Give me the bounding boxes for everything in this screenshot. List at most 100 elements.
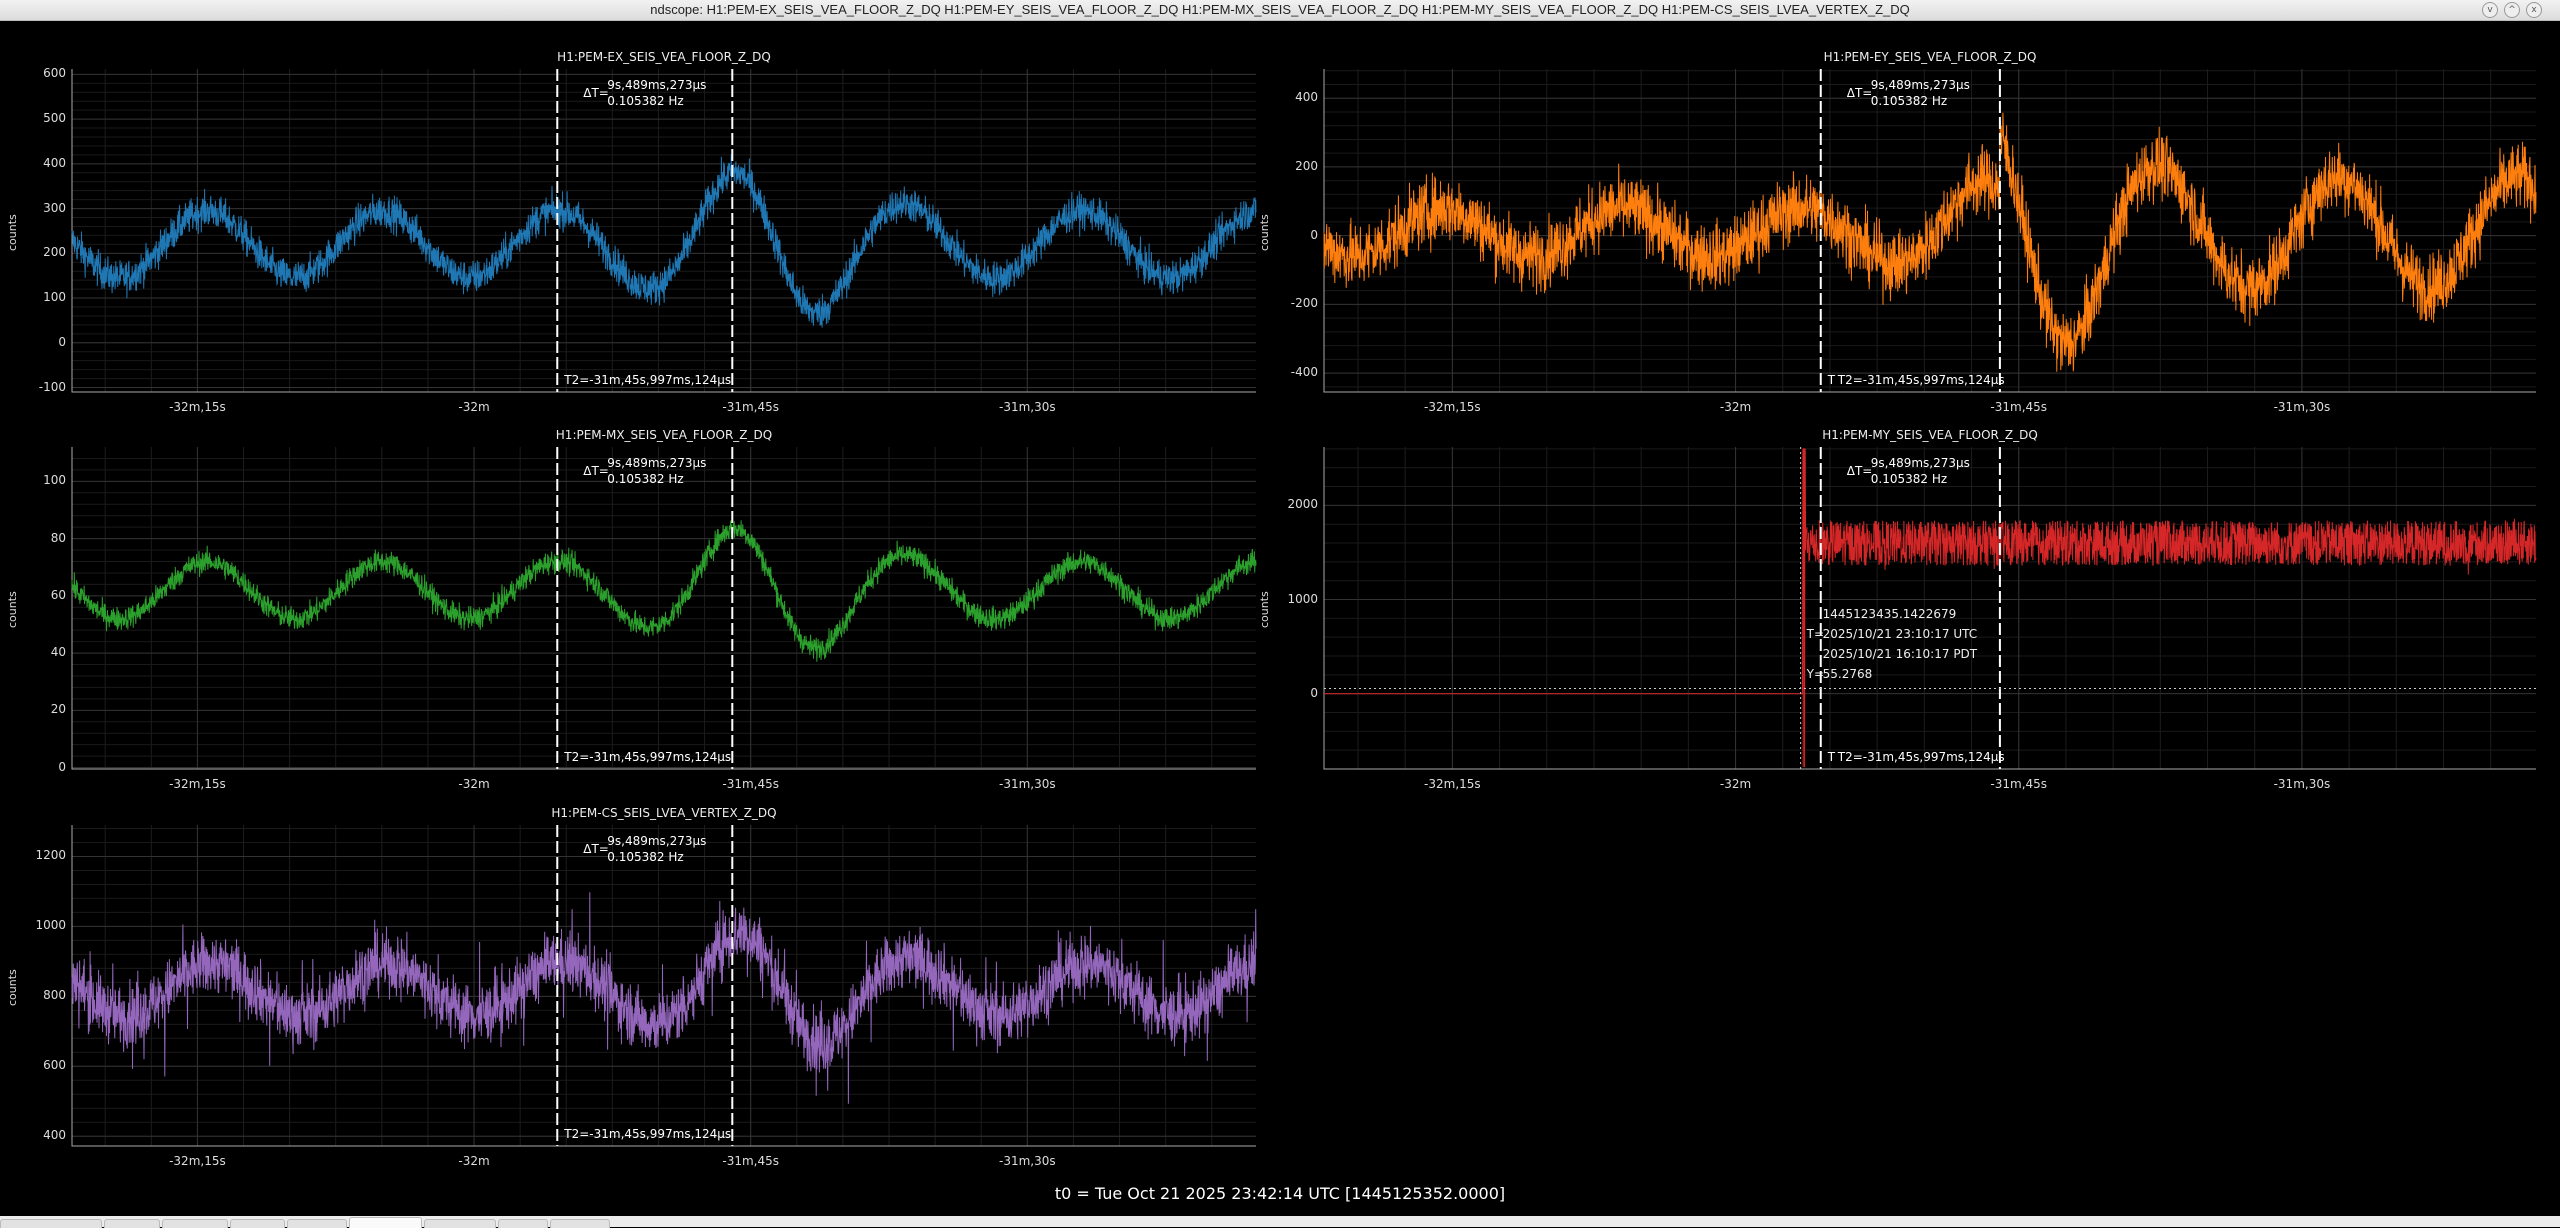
crosshair-local: 2025/10/21 16:10:17 PDT (1822, 647, 1978, 662)
plot-title: H1:PEM-EY_SEIS_VEA_FLOOR_Z_DQ (1823, 50, 2037, 64)
delta-t-prefix: ΔT= (583, 842, 609, 856)
plot-canvas[interactable] (71, 447, 1257, 770)
y-tick-label: 1000 (35, 918, 66, 933)
x-tick-label: -31m,45s (722, 777, 779, 791)
y-tick-label: 0 (1310, 227, 1318, 242)
tab-5[interactable] (287, 1219, 347, 1228)
delta-frequency: 0.105382 Hz (607, 94, 684, 108)
delta-t-prefix: ΔT= (1846, 86, 1873, 100)
x-tick-label: -32m (1719, 400, 1752, 414)
trace-H1:PEM-MY_SEIS_VEA_FLOOR_Z_DQ (1324, 448, 2537, 768)
plot-ex[interactable]: H1:PEM-EX_SEIS_VEA_FLOOR_Z_DQ 600 500 400 30… (6, 50, 1257, 414)
plot-canvas[interactable] (1323, 447, 2537, 770)
y-axis-label: counts (6, 213, 19, 251)
x-tick-label: -32m,15s (1424, 777, 1481, 791)
x-tick-label: -31m,45s (1990, 777, 2048, 791)
axis-line (71, 69, 1256, 393)
plot-cs[interactable]: H1:PEM-CS_SEIS_LVEA_VERTEX_Z_DQ 1200 1000 8… (6, 806, 1257, 1168)
y-axis-label: counts (6, 591, 19, 628)
t1-label-fragment: T (1827, 750, 1836, 764)
crosshair-y-prefix: Y= (1806, 667, 1825, 682)
tab-2[interactable] (104, 1219, 160, 1228)
plot-canvas[interactable] (1323, 69, 2537, 393)
x-tick-label: -32m,15s (169, 1154, 226, 1168)
y-tick-label: 20 (50, 702, 66, 717)
t2-label: T2=-31m,45s,997ms,124µs (564, 750, 732, 764)
t2-label: T2=-31m,45s,997ms,124µs (564, 1127, 732, 1141)
close-button[interactable]: x (2526, 2, 2542, 18)
y-tick-label: 600 (43, 1058, 66, 1073)
y-tick-label: 500 (43, 111, 66, 126)
y-axis-label: counts (1258, 213, 1271, 251)
delta-t-value: 9s,489ms,273µs (607, 78, 707, 92)
t0-label: t0 = Tue Oct 21 2025 23:42:14 UTC [14451… (1054, 1184, 1506, 1203)
tab-4[interactable] (230, 1219, 285, 1228)
x-tick-label: -32m (458, 1154, 490, 1168)
x-tick-label: -31m,45s (722, 1154, 779, 1168)
tab-1[interactable] (0, 1219, 102, 1228)
x-tick-label: -32m (458, 400, 490, 414)
tab-8[interactable] (498, 1219, 548, 1228)
plot-mx[interactable]: H1:PEM-MX_SEIS_VEA_FLOOR_Z_DQ 100 80 60 40 20… (6, 428, 1257, 791)
y-tick-label: 600 (43, 66, 66, 81)
t2-label: T2=-31m,45s,997ms,124µs (1837, 750, 2005, 764)
delta-t-prefix: ΔT= (1846, 464, 1873, 478)
y-tick-label: 200 (43, 245, 66, 260)
tab-9[interactable] (550, 1219, 610, 1228)
delta-t-prefix: ΔT= (583, 464, 609, 478)
y-tick-label: 100 (43, 473, 66, 488)
window-title: ndscope: H1:PEM-EX_SEIS_VEA_FLOOR_Z_DQ H… (650, 2, 1910, 17)
plot-my[interactable]: H1:PEM-MY_SEIS_VEA_FLOOR_Z_DQ 2000 1000 0 -3… (1258, 428, 2537, 791)
y-tick-label: 40 (50, 645, 66, 660)
delta-t-value: 9s,489ms,273µs (607, 456, 707, 470)
window-titlebar: ndscope: H1:PEM-EX_SEIS_VEA_FLOOR_Z_DQ H… (0, 0, 2560, 21)
y-tick-label: 2000 (1287, 497, 1318, 512)
trace-H1:PEM-EX_SEIS_VEA_FLOOR_Z_DQ (71, 153, 1257, 328)
delta-t-value: 9s,489ms,273µs (607, 834, 707, 848)
x-tick-label: -31m,45s (722, 400, 779, 414)
x-tick-label: -31m,45s (1990, 400, 2048, 414)
tab-7[interactable] (424, 1219, 496, 1228)
y-axis-label: counts (1258, 591, 1271, 628)
y-tick-label: 0 (1310, 685, 1318, 700)
delta-t-prefix: ΔT= (583, 86, 609, 100)
trace-H1:PEM-EY_SEIS_VEA_FLOOR_Z_DQ (1323, 112, 2537, 372)
y-tick-label: 300 (43, 200, 66, 215)
crosshair-gps: 1445123435.1422679 (1822, 607, 1957, 622)
plot-title: H1:PEM-CS_SEIS_LVEA_VERTEX_Z_DQ (551, 806, 777, 820)
x-tick-label: -31m,30s (999, 777, 1056, 791)
y-tick-label: 1200 (35, 848, 66, 863)
tab-6[interactable] (349, 1217, 422, 1228)
x-tick-label: -32m (1719, 777, 1752, 791)
y-tick-label: -200 (1290, 296, 1318, 311)
y-tick-label: -400 (1290, 365, 1318, 380)
x-tick-label: -31m,30s (2273, 400, 2331, 414)
plot-canvas[interactable] (71, 69, 1257, 393)
y-tick-label: 400 (43, 155, 66, 170)
t2-label: T2=-31m,45s,997ms,124µs (564, 373, 732, 387)
y-axis-label: counts (6, 968, 19, 1006)
y-tick-label: 400 (1295, 90, 1318, 105)
y-tick-label: 100 (43, 290, 66, 305)
maximize-button[interactable]: ^ (2504, 2, 2520, 18)
t2-label: T2=-31m,45s,997ms,124µs (1837, 373, 2005, 387)
plot-title: H1:PEM-MX_SEIS_VEA_FLOOR_Z_DQ (555, 428, 773, 442)
trace-H1:PEM-MX_SEIS_VEA_FLOOR_Z_DQ (71, 520, 1257, 662)
tab-3[interactable] (162, 1219, 228, 1228)
delta-t-value: 9s,489ms,273µs (1870, 456, 1970, 470)
x-tick-label: -32m,15s (169, 777, 226, 791)
plot-title: H1:PEM-EX_SEIS_VEA_FLOOR_Z_DQ (557, 50, 771, 64)
y-tick-label: 60 (50, 587, 66, 602)
minimize-button[interactable]: v (2482, 2, 2498, 18)
y-tick-label: 1000 (1287, 591, 1318, 606)
x-tick-label: -32m (458, 777, 490, 791)
plot-ey[interactable]: H1:PEM-EY_SEIS_VEA_FLOOR_Z_DQ 400 200 0 -200… (1258, 50, 2537, 414)
delta-frequency: 0.105382 Hz (607, 472, 684, 486)
x-tick-label: -31m,30s (999, 400, 1056, 414)
delta-frequency: 0.105382 Hz (1870, 472, 1948, 486)
y-tick-label: 800 (43, 988, 66, 1003)
trace-H1:PEM-CS_SEIS_LVEA_VERTEX_Z_DQ (71, 892, 1257, 1104)
axis-line (1323, 447, 2536, 770)
plot-canvas[interactable] (71, 825, 1257, 1147)
y-tick-label: 80 (50, 530, 66, 545)
